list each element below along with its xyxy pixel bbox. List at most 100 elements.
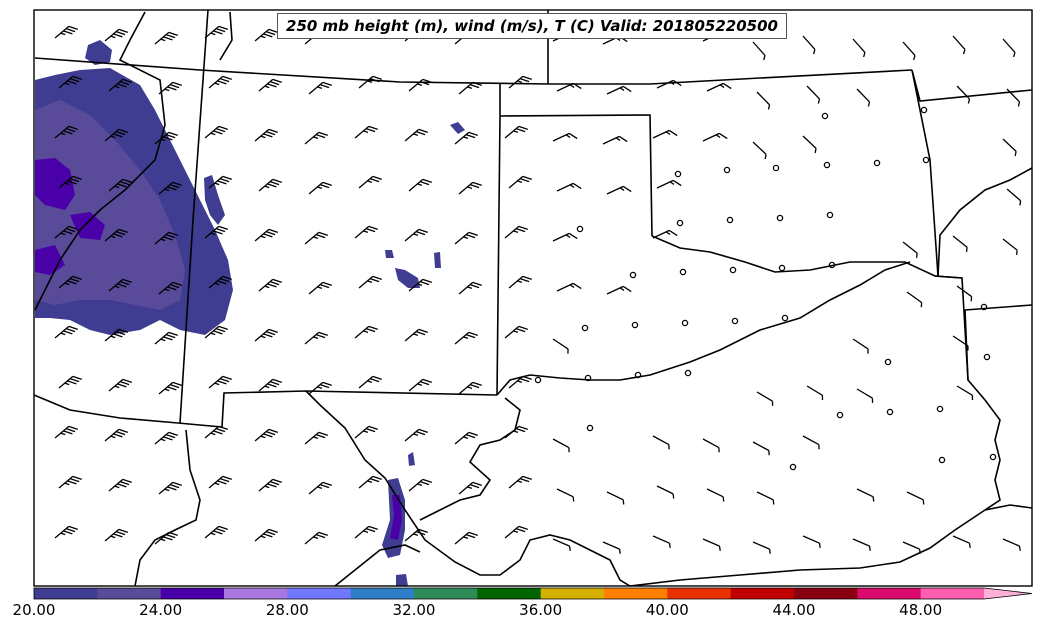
wind-barb <box>404 328 428 342</box>
wind-barb <box>656 179 682 189</box>
wind-barb <box>602 541 621 554</box>
colorbar-tick-label: 24.00 <box>139 601 183 619</box>
wind-barb <box>108 178 132 192</box>
wind-barb <box>308 281 332 295</box>
wind-barb <box>652 535 671 548</box>
wind-barb <box>504 425 528 439</box>
wind-barb <box>606 85 632 95</box>
calm-circle <box>821 112 829 120</box>
calm-circle <box>789 463 797 471</box>
wind-barb <box>354 425 378 439</box>
wind-barb <box>602 135 628 145</box>
wind-barb <box>706 488 725 502</box>
colorbar-bin <box>730 588 795 599</box>
colorbar-bin <box>540 588 605 599</box>
wind-barb <box>556 282 582 292</box>
calm-circle <box>731 317 739 325</box>
wind-barb <box>104 128 128 142</box>
calm-circle <box>726 216 734 224</box>
wind-barb <box>508 75 532 89</box>
wind-barb <box>54 425 78 439</box>
colorbar-bin <box>857 588 922 599</box>
colorbar-tick-label: 32.00 <box>392 601 436 619</box>
wind-barb <box>508 375 532 389</box>
wind-barb <box>58 75 82 89</box>
tx-coast <box>629 509 986 587</box>
jet-core-shade-inner <box>35 100 185 310</box>
wind-barb <box>1002 38 1016 58</box>
calm-circle <box>772 164 780 172</box>
mx-inner <box>334 544 421 587</box>
wind-barb <box>208 75 232 89</box>
wind-barb <box>54 525 78 539</box>
colorbar-bin <box>160 588 225 599</box>
calm-circle <box>723 166 731 174</box>
wind-barb <box>552 438 570 453</box>
wind-barb <box>104 528 128 542</box>
ok-tx-north <box>499 114 653 237</box>
wind-barb <box>454 231 478 245</box>
wind-barb <box>158 381 182 395</box>
wind-barb <box>1006 88 1021 107</box>
wind-barb <box>158 81 182 95</box>
wind-barb <box>258 178 282 192</box>
la-coast <box>984 504 1033 511</box>
calm-circle <box>631 321 639 329</box>
wind-barb <box>454 331 478 345</box>
wind-barb <box>408 378 432 392</box>
calm-circle <box>989 453 997 461</box>
calm-circle <box>584 374 592 382</box>
wind-barb <box>706 82 732 92</box>
nm-tx-border <box>177 390 498 428</box>
wind-barb <box>856 488 875 502</box>
wind-barb <box>454 131 478 145</box>
colorbar-tick-label: 28.00 <box>265 601 309 619</box>
wind-barb <box>154 31 178 45</box>
wind-barb <box>802 435 820 450</box>
wind-barb <box>1002 138 1017 157</box>
wind-barb <box>258 378 282 392</box>
wind-barb <box>54 225 78 239</box>
wind-barb <box>154 531 178 545</box>
calm-circle <box>873 159 881 167</box>
ks-ok-line <box>34 57 913 85</box>
wind-barb <box>504 225 528 239</box>
colorbar-tick-label: 36.00 <box>519 601 563 619</box>
small-shade-tx-2 <box>396 574 408 586</box>
colorbar-bin <box>414 588 478 599</box>
calm-circle <box>884 358 892 366</box>
wind-barb <box>458 481 482 495</box>
wind-barb <box>952 535 971 548</box>
calm-circle <box>674 170 682 178</box>
wind-barb <box>1002 238 1018 255</box>
wind-barb <box>54 125 78 139</box>
small-shade-ne-nm <box>85 40 112 65</box>
wind-barb <box>204 225 228 239</box>
wind-barb <box>702 538 721 551</box>
wind-barb <box>504 325 528 339</box>
wind-barb <box>956 285 973 302</box>
wind-barb <box>254 328 278 342</box>
wind-barb <box>204 425 228 439</box>
wind-barb <box>752 441 770 456</box>
wind-barb <box>652 229 678 239</box>
wind-barb <box>208 175 232 189</box>
wind-barb <box>254 428 278 442</box>
wind-barb <box>552 132 578 142</box>
calm-circle <box>828 261 836 269</box>
wind-barb <box>508 175 532 189</box>
wind-barb <box>508 475 532 489</box>
jet-core-max-1 <box>35 158 75 210</box>
wind-barb <box>204 125 228 139</box>
wind-barb <box>204 525 228 539</box>
colorbar-bin <box>604 588 668 599</box>
wind-barb <box>902 241 918 258</box>
wind-barb <box>104 228 128 242</box>
wind-barb <box>104 328 128 342</box>
calm-circle <box>983 353 991 361</box>
wind-barb <box>408 478 432 492</box>
colorbar-tick-label: 44.00 <box>772 601 816 619</box>
co-nm-west <box>179 9 209 424</box>
colorbar-bin <box>350 588 415 599</box>
